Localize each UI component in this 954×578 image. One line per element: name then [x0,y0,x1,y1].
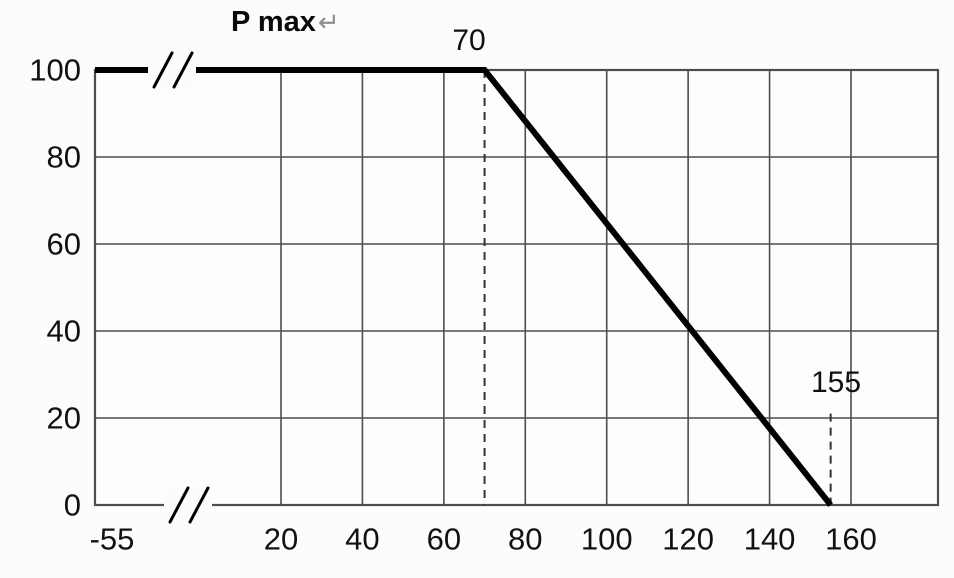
plot-area [95,70,938,505]
x-tick-label: -55 [90,521,135,556]
annotation-label-70: 70 [452,24,486,57]
axis-break-slash [168,486,190,524]
axis-break-slash [188,486,210,524]
y-tick-label: 80 [47,140,81,175]
plot-border [93,68,940,507]
return-mark-icon: ↵ [317,7,340,37]
y-tick-label: 60 [47,227,81,262]
axis-break-slash [152,51,174,89]
y-tick-label: 20 [47,401,81,436]
x-tick-label: 120 [662,521,714,556]
x-tick-label: 80 [508,521,542,556]
series-line-pmax [95,67,833,507]
y-tick-label: 0 [64,488,81,523]
annotation-label-155: 155 [810,366,862,399]
x-tick-label: 60 [427,521,461,556]
axis-break-slash [172,51,194,89]
y-tick-label: 100 [29,53,81,88]
chart-title: P max↵ [231,6,340,39]
x-tick-label: 20 [264,521,298,556]
x-tick-label: 100 [581,521,633,556]
x-tick-label: 160 [825,521,877,556]
x-tick-label: 40 [345,521,379,556]
chart-title-text: P max [231,6,316,38]
x-tick-label: 140 [744,521,796,556]
y-tick-label: 40 [47,314,81,349]
